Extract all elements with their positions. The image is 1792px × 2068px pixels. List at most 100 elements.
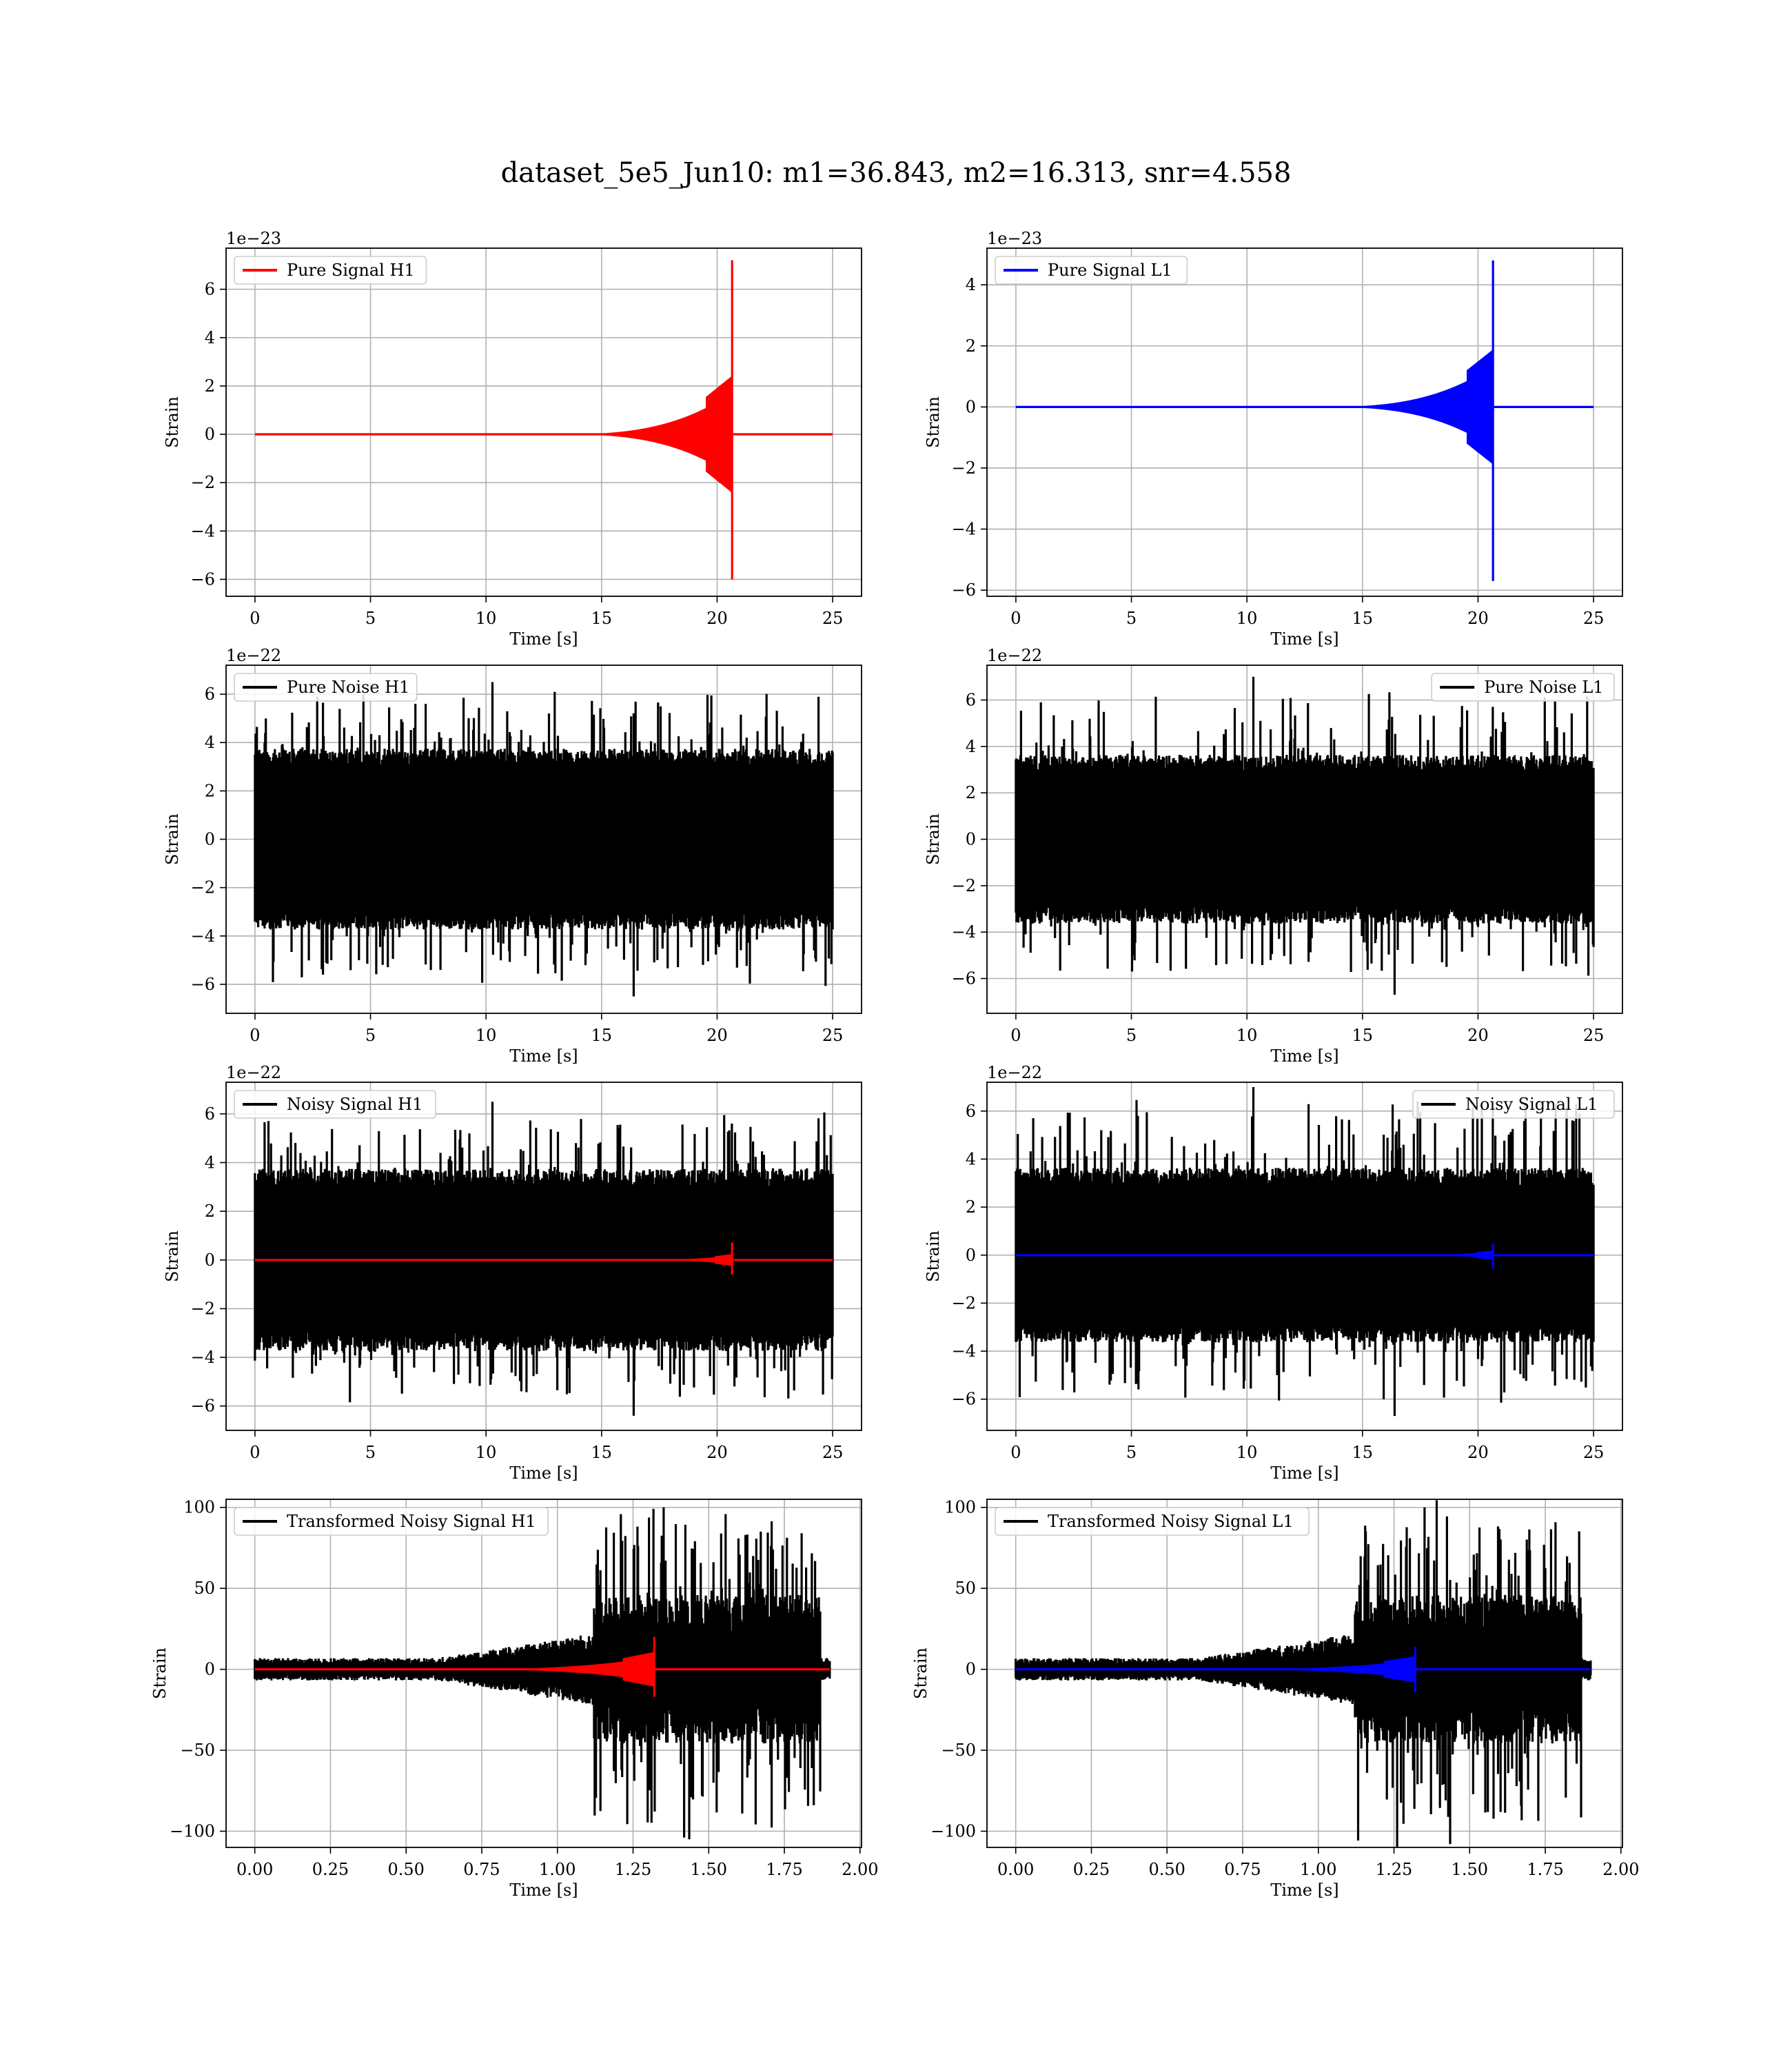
chart-h1-transformed: 0.00 0.25 0.50 0.75 1.00 1.25 1.50 1.75 2.00 −100…: [150, 1498, 879, 1900]
l1-pure-signal-ytick-label-3: 0: [966, 397, 976, 416]
l1-pure-signal-ylabel: Strain: [924, 396, 943, 448]
l1-pure-signal-xtick-label-2: 10: [1236, 609, 1258, 628]
l1-pure-noise-ytick-label-6: 6: [966, 691, 976, 710]
h1-pure-signal-ytick-label-0: −6: [191, 569, 215, 589]
l1-pure-noise-xtick-label-1: 5: [1126, 1026, 1137, 1045]
h1-noisy-signal-ytick-label-6: 6: [205, 1104, 215, 1124]
h1-pure-signal-axes-frame: [225, 247, 862, 597]
h1-transformed-xtick-label-7: 1.75: [766, 1860, 802, 1879]
l1-noisy-signal-ytick-label-3: 0: [966, 1246, 976, 1265]
h1-noisy-signal-series-0-line: [254, 1102, 834, 1416]
h1-transformed-ytick-label-0: −100: [170, 1822, 215, 1841]
h1-pure-noise-series-0-line: [254, 682, 834, 997]
l1-transformed-ytick-label-1: −50: [941, 1741, 976, 1760]
l1-noisy-signal-series-1-line: [1015, 1244, 1594, 1269]
h1-noisy-signal-legend-box: [234, 1090, 436, 1119]
h1-transformed-ytick-label-1: −50: [180, 1741, 215, 1760]
l1-pure-signal-xtick-label-5: 25: [1583, 609, 1605, 628]
chart-l1-pure-signal: 0 5 10 15 20 25 −6 −4 −2 0 2 4 Time [s] Strain 1e−23 Pu…: [924, 229, 1623, 649]
h1-pure-signal-legend-box: [234, 256, 427, 285]
h1-transformed-ytick-label-2: 0: [205, 1660, 215, 1679]
h1-transformed-xtick-label-1: 0.25: [312, 1860, 349, 1879]
chart-l1-noisy-signal: 0 5 10 15 20 25 −6 −4 −2 0 2 4 6 Time [s] Strain 1e−22 N…: [924, 1063, 1623, 1483]
h1-transformed-ylabel: Strain: [150, 1648, 170, 1699]
l1-transformed-axes-frame: [986, 1499, 1623, 1848]
l1-pure-noise-ylabel: Strain: [924, 813, 943, 865]
h1-pure-signal-legend-label: Pure Signal H1: [287, 261, 415, 280]
l1-pure-noise-xlabel: Time [s]: [1270, 1046, 1338, 1066]
l1-pure-noise-series-0-line: [1015, 676, 1595, 995]
l1-transformed-ytick-label-3: 50: [955, 1579, 976, 1598]
l1-pure-signal-axes-frame: [986, 247, 1623, 597]
h1-pure-noise-legend-box: [234, 673, 418, 702]
h1-noisy-signal-ytick-label-5: 4: [205, 1153, 215, 1173]
l1-pure-signal-xtick-label-4: 20: [1467, 609, 1489, 628]
h1-transformed-xtick-label-5: 1.25: [615, 1860, 651, 1879]
h1-noisy-signal-legend-label: Noisy Signal H1: [287, 1095, 422, 1114]
l1-pure-signal-series-0-line: [1015, 260, 1594, 581]
l1-noisy-signal-xtick-label-5: 25: [1583, 1443, 1605, 1462]
l1-pure-noise-ytick-label-1: −4: [952, 922, 976, 942]
l1-noisy-signal-ytick-label-6: 6: [966, 1102, 976, 1121]
h1-transformed-legend: Transformed Noisy Signal H1: [234, 1507, 549, 1536]
l1-noisy-signal-ytick-label-0: −6: [952, 1390, 976, 1409]
l1-transformed-xtick-label-1: 0.25: [1073, 1860, 1110, 1879]
h1-transformed-ytick-label-4: 100: [183, 1498, 215, 1517]
l1-noisy-signal-plot-area: [1015, 1087, 1595, 1417]
h1-transformed-series-1-line: [254, 1636, 830, 1697]
l1-pure-noise-ytick-label-3: 0: [966, 830, 976, 849]
h1-pure-noise-legend: Pure Noise H1: [234, 673, 418, 702]
h1-pure-noise-offset-label: 1e−22: [226, 646, 281, 665]
l1-transformed-ylabel: Strain: [911, 1648, 930, 1699]
l1-noisy-signal-legend-box: [1412, 1090, 1615, 1119]
h1-pure-noise-legend-label: Pure Noise H1: [287, 678, 409, 697]
h1-pure-signal-ytick-label-4: 2: [205, 376, 215, 396]
h1-transformed-xtick-label-6: 1.50: [691, 1860, 727, 1879]
h1-pure-signal-xlabel: Time [s]: [509, 629, 578, 649]
h1-noisy-signal-xtick-label-3: 15: [591, 1443, 613, 1462]
figure-title: dataset_5e5_Jun10: m1=36.843, m2=16.313,…: [500, 157, 1292, 189]
l1-pure-noise-ytick-label-5: 4: [966, 737, 976, 756]
h1-pure-signal-plot-area: [254, 260, 833, 580]
h1-pure-noise-ytick-label-6: 6: [205, 685, 215, 704]
l1-transformed-ytick-label-0: −100: [930, 1822, 976, 1841]
h1-pure-signal-ytick-label-1: −4: [191, 521, 215, 540]
h1-transformed-series-0-line: [254, 1507, 831, 1840]
l1-pure-signal-ytick-label-5: 4: [966, 275, 976, 294]
l1-transformed-ytick-label-4: 100: [944, 1498, 976, 1517]
l1-pure-signal-ytick-label-2: −2: [952, 458, 976, 478]
l1-noisy-signal-ytick-label-1: −4: [952, 1341, 976, 1361]
l1-transformed-legend-label: Transformed Noisy Signal L1: [1048, 1512, 1294, 1531]
chart-h1-pure-signal: 0 5 10 15 20 25 −6 −4 −2 0 2 4 6 Time [s] Strain 1e−23 P…: [163, 229, 862, 649]
chart-h1-pure-noise: 0 5 10 15 20 25 −6 −4 −2 0 2 4 6 Time [s] Strain 1e−22 P…: [163, 646, 862, 1066]
l1-pure-signal-legend: Pure Signal L1: [995, 256, 1188, 285]
h1-noisy-signal-offset-label: 1e−22: [226, 1063, 281, 1082]
l1-transformed-legend-box: [995, 1507, 1310, 1536]
l1-noisy-signal-legend-label: Noisy Signal L1: [1465, 1095, 1598, 1114]
l1-noisy-signal-ytick-label-2: −2: [952, 1293, 976, 1312]
h1-transformed-xtick-label-0: 0.00: [236, 1860, 273, 1879]
l1-noisy-signal-xtick-label-2: 10: [1236, 1443, 1258, 1462]
h1-noisy-signal-plot-area: [254, 1102, 834, 1416]
l1-pure-noise-legend-label: Pure Noise L1: [1484, 678, 1603, 697]
h1-pure-noise-xtick-label-4: 20: [706, 1026, 728, 1045]
l1-pure-noise-xtick-label-3: 15: [1352, 1026, 1374, 1045]
h1-pure-noise-xtick-label-0: 0: [250, 1026, 260, 1045]
l1-pure-signal-xtick-label-0: 0: [1010, 609, 1021, 628]
h1-pure-noise-xtick-label-2: 10: [476, 1026, 497, 1045]
l1-pure-noise-xtick-label-2: 10: [1236, 1026, 1258, 1045]
h1-noisy-signal-axes-frame: [225, 1082, 862, 1431]
l1-transformed-plot-area: [1015, 1500, 1592, 1847]
l1-pure-signal-xtick-label-1: 5: [1126, 609, 1137, 628]
h1-pure-signal-xtick-label-4: 20: [706, 609, 728, 628]
h1-noisy-signal-ytick-label-4: 2: [205, 1202, 215, 1221]
h1-transformed-ytick-label-3: 50: [194, 1579, 215, 1598]
l1-transformed-xtick-label-5: 1.25: [1376, 1860, 1412, 1879]
h1-pure-signal-series-0-line: [254, 260, 833, 580]
h1-pure-noise-ytick-label-3: 0: [205, 830, 215, 849]
l1-noisy-signal-offset-label: 1e−22: [987, 1063, 1042, 1082]
h1-transformed-legend-label: Transformed Noisy Signal H1: [287, 1512, 536, 1531]
h1-noisy-signal-xtick-label-5: 25: [822, 1443, 844, 1462]
h1-transformed-xtick-label-8: 2.00: [842, 1860, 878, 1879]
chart-h1-noisy-signal: 0 5 10 15 20 25 −6 −4 −2 0 2 4 6 Time [s] Strain 1e−22 N…: [163, 1063, 862, 1483]
